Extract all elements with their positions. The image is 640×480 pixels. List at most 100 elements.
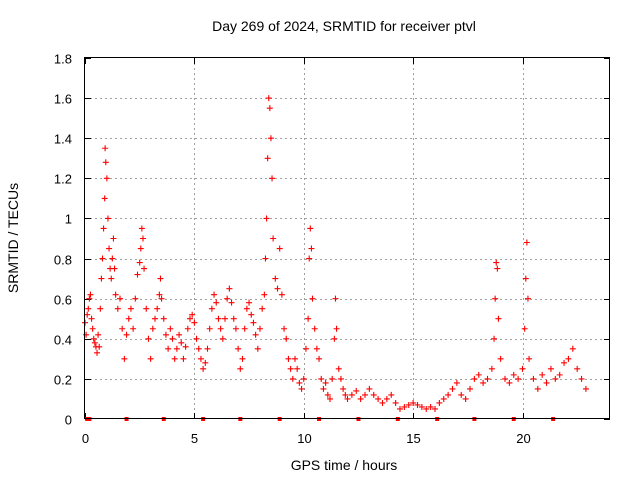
data-point bbox=[333, 325, 340, 332]
y-tick-label: 1.4 bbox=[54, 132, 72, 147]
data-point bbox=[332, 295, 339, 302]
data-point bbox=[152, 315, 158, 322]
data-point bbox=[99, 255, 106, 262]
data-point bbox=[138, 225, 145, 232]
data-point bbox=[322, 379, 329, 386]
data-point bbox=[108, 275, 115, 282]
data-point bbox=[141, 265, 148, 272]
y-tick-label: 1 bbox=[65, 212, 72, 227]
data-point bbox=[344, 395, 351, 402]
data-point bbox=[521, 325, 528, 332]
data-point bbox=[213, 299, 220, 306]
data-point bbox=[320, 385, 327, 392]
data-point bbox=[193, 335, 200, 342]
data-point bbox=[307, 225, 314, 232]
data-point bbox=[237, 365, 244, 372]
data-point bbox=[270, 235, 277, 242]
data-point bbox=[523, 239, 530, 246]
data-point bbox=[250, 319, 257, 326]
data-point bbox=[130, 325, 137, 332]
data-point bbox=[106, 245, 113, 252]
data-point bbox=[235, 345, 242, 352]
data-point bbox=[111, 265, 118, 272]
data-point bbox=[556, 371, 563, 378]
data-point bbox=[156, 291, 163, 298]
data-point bbox=[158, 295, 165, 302]
data-point bbox=[178, 339, 185, 346]
y-tick-label: 1.6 bbox=[54, 92, 72, 107]
data-point bbox=[582, 385, 589, 392]
data-point bbox=[248, 311, 255, 318]
data-point bbox=[167, 325, 174, 332]
data-point bbox=[137, 245, 144, 252]
data-point bbox=[265, 95, 272, 102]
data-point bbox=[95, 331, 102, 338]
data-point bbox=[246, 299, 253, 306]
data-point bbox=[182, 343, 189, 350]
y-tick-label: 1.2 bbox=[54, 172, 72, 187]
data-point bbox=[440, 395, 447, 402]
data-point bbox=[230, 315, 237, 322]
data-point bbox=[401, 403, 408, 410]
data-point bbox=[121, 355, 128, 362]
data-point bbox=[211, 291, 218, 298]
data-point bbox=[206, 325, 213, 332]
data-point bbox=[383, 395, 390, 402]
data-point bbox=[215, 315, 222, 322]
data-point bbox=[306, 255, 313, 262]
data-point bbox=[278, 291, 285, 298]
data-point bbox=[458, 391, 465, 398]
data-point bbox=[285, 355, 292, 362]
data-point bbox=[262, 255, 269, 262]
data-point bbox=[335, 365, 342, 372]
data-point bbox=[91, 339, 98, 346]
data-point bbox=[98, 275, 105, 282]
data-point bbox=[109, 255, 116, 262]
data-point bbox=[208, 305, 215, 312]
data-point bbox=[114, 305, 121, 312]
x-tick-label: 15 bbox=[406, 431, 420, 446]
data-point bbox=[471, 375, 478, 382]
data-point bbox=[327, 395, 333, 402]
data-point bbox=[222, 315, 228, 322]
data-point bbox=[287, 365, 294, 372]
x-tick-label: 5 bbox=[191, 431, 198, 446]
data-point bbox=[510, 371, 517, 378]
data-point bbox=[515, 375, 522, 382]
data-point bbox=[522, 275, 529, 282]
data-point bbox=[547, 365, 554, 372]
data-point bbox=[353, 387, 360, 394]
data-point bbox=[484, 375, 491, 382]
data-point bbox=[180, 355, 187, 362]
data-point bbox=[565, 355, 572, 362]
data-point bbox=[492, 295, 499, 302]
data-point bbox=[294, 365, 301, 372]
data-point bbox=[574, 365, 581, 372]
data-point bbox=[162, 331, 169, 338]
data-point bbox=[87, 291, 94, 298]
data-point bbox=[259, 305, 266, 312]
data-point bbox=[139, 235, 146, 242]
x-tick-label: 10 bbox=[297, 431, 311, 446]
plot-frame bbox=[84, 57, 610, 419]
x-tick-labels: 0 5 10 15 20 bbox=[82, 431, 531, 446]
data-point bbox=[453, 379, 460, 386]
data-point bbox=[85, 305, 92, 312]
data-point bbox=[296, 379, 303, 386]
data-point bbox=[157, 275, 164, 282]
data-point bbox=[362, 391, 368, 398]
data-point bbox=[187, 315, 193, 322]
x-tick-label: 0 bbox=[82, 431, 89, 446]
data-point bbox=[543, 379, 550, 386]
data-point bbox=[94, 349, 101, 356]
data-point bbox=[147, 355, 154, 362]
data-point bbox=[204, 345, 211, 352]
data-point bbox=[96, 343, 103, 350]
data-point bbox=[219, 335, 226, 342]
data-point bbox=[488, 365, 495, 372]
data-point bbox=[281, 325, 288, 332]
data-point bbox=[202, 359, 209, 366]
data-point bbox=[125, 315, 132, 322]
data-point bbox=[414, 401, 421, 408]
